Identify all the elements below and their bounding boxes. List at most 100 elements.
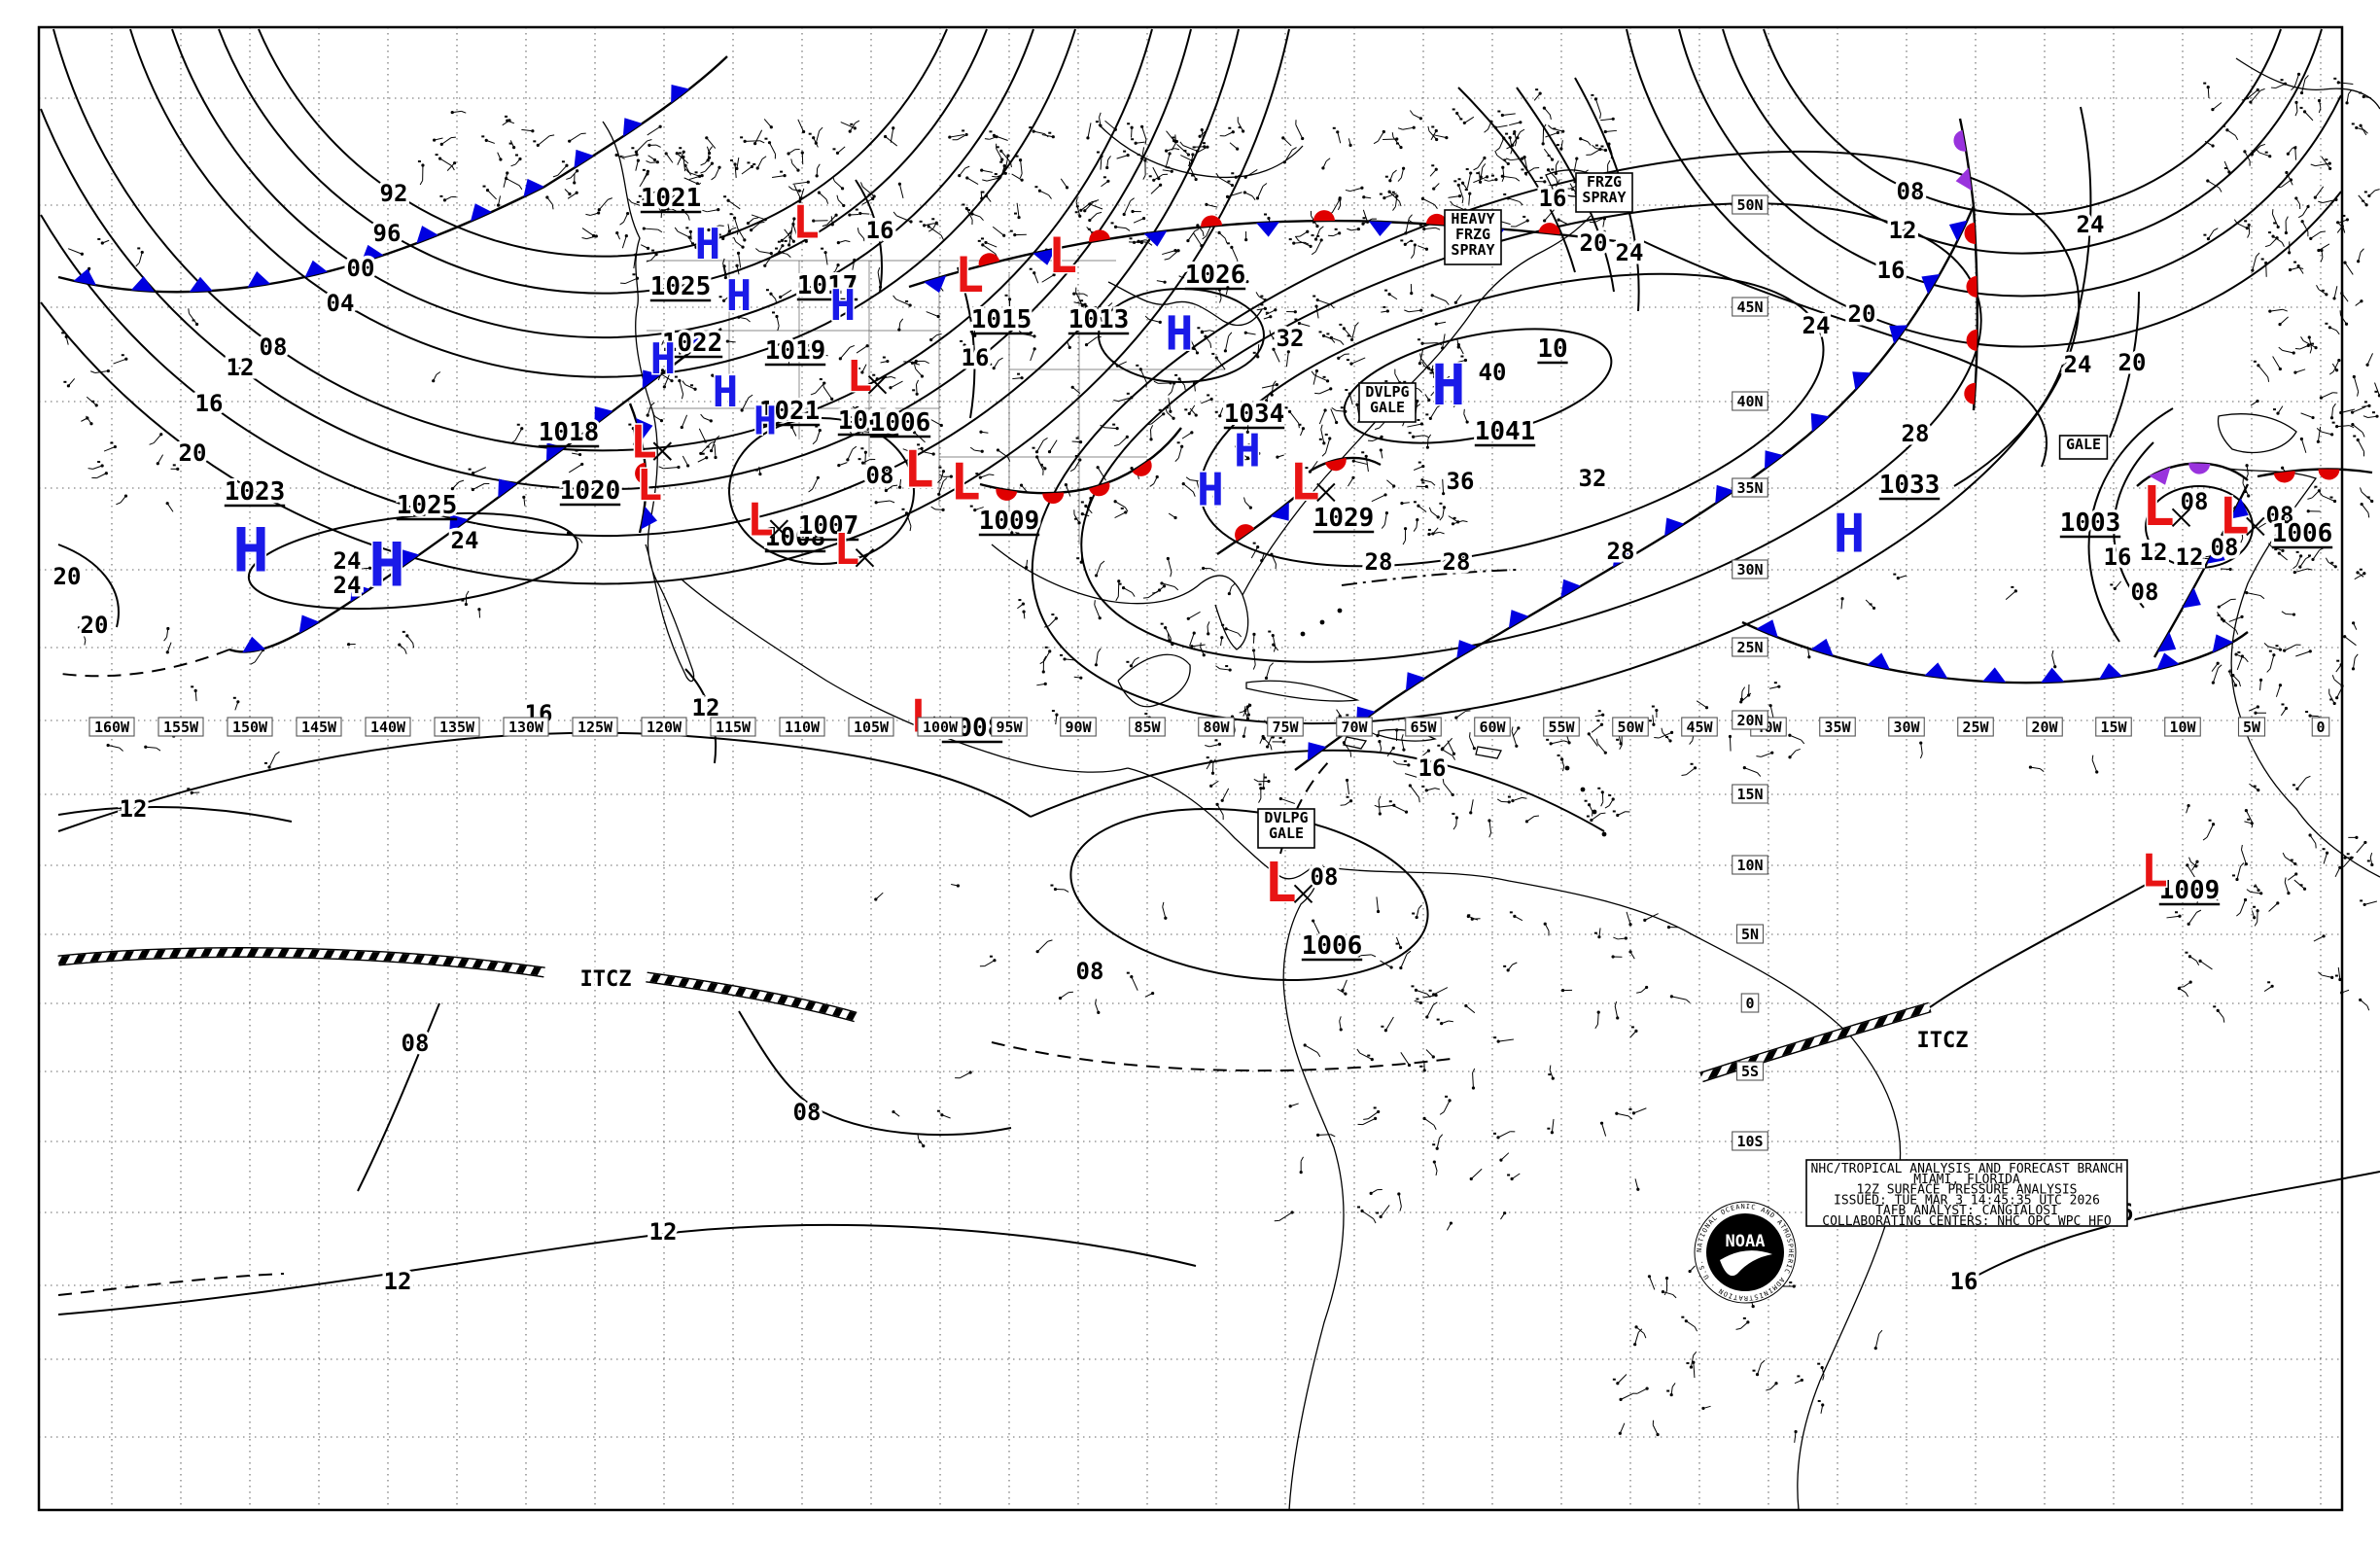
station-datum: [1493, 1133, 1496, 1135]
pressure-value-label: 1006: [870, 408, 931, 438]
isobar-value-label: 16: [962, 344, 990, 371]
coordinate-label: 25W: [1962, 719, 1989, 736]
station-datum: [695, 171, 698, 173]
station-datum: [1548, 155, 1551, 157]
station-datum: [981, 237, 984, 239]
station-datum: [778, 241, 781, 243]
station-datum: [919, 1141, 922, 1143]
station-datum: [1374, 1106, 1377, 1108]
station-datum: [901, 509, 904, 510]
station-datum: [1418, 462, 1421, 464]
station-datum: [1535, 88, 1538, 90]
station-datum: [2300, 884, 2303, 886]
station-datum: [1347, 359, 1349, 361]
pressure-value-label: 1025: [650, 272, 712, 301]
station-datum: [2273, 408, 2276, 410]
station-datum: [1548, 1073, 1551, 1075]
station-datum: [1497, 110, 1500, 112]
station-datum: [1032, 447, 1035, 449]
station-datum: [905, 300, 908, 302]
isobar-value-label: 20: [1848, 300, 1876, 328]
station-datum: [1335, 228, 1338, 230]
isobar-value-label: 16: [1539, 185, 1567, 212]
station-datum: [418, 160, 421, 162]
station-datum: [1111, 222, 1114, 224]
station-datum: [1818, 1400, 1821, 1402]
station-datum: [785, 240, 788, 242]
station-datum: [1493, 1036, 1496, 1038]
station-datum: [1432, 1143, 1435, 1145]
low-pressure-center: L: [2219, 488, 2249, 546]
island-dot: [1338, 609, 1343, 614]
station-datum: [2330, 562, 2333, 564]
station-datum: [1097, 152, 1100, 154]
station-datum: [1266, 312, 1269, 314]
station-datum: [1127, 972, 1130, 974]
station-datum: [1465, 189, 1468, 191]
pressure-value-label: 1009: [2159, 876, 2221, 905]
coordinate-label: 10W: [2169, 719, 2196, 736]
station-datum: [960, 340, 962, 342]
station-datum: [1665, 736, 1668, 738]
station-datum: [989, 130, 992, 132]
station-datum: [1384, 380, 1387, 382]
station-datum: [1417, 419, 1419, 421]
coordinate-label: 60W: [1479, 719, 1506, 736]
station-datum: [1557, 144, 1559, 146]
wind-barb: [1730, 737, 1731, 752]
station-datum: [1595, 145, 1598, 147]
station-datum: [1096, 121, 1099, 123]
station-datum: [1508, 796, 1511, 798]
isobar-value-label: 24: [1802, 312, 1831, 339]
station-datum: [122, 354, 124, 356]
station-datum: [1339, 324, 1342, 326]
station-datum: [967, 209, 970, 211]
station-datum: [1174, 374, 1177, 376]
high-pressure-center: H: [1234, 425, 1261, 477]
station-datum: [1503, 965, 1506, 967]
station-datum: [1259, 784, 1262, 786]
station-datum: [858, 458, 861, 460]
coordinate-label: 100W: [923, 719, 959, 736]
coordinate-label: 120W: [647, 719, 682, 736]
station-datum: [850, 123, 853, 125]
station-datum: [1197, 327, 1200, 329]
station-datum: [1774, 682, 1777, 684]
station-datum: [533, 140, 536, 142]
wind-barb-tick: [1470, 732, 1471, 737]
station-datum: [1088, 228, 1091, 230]
coordinate-label: 130W: [508, 719, 544, 736]
station-datum: [1191, 175, 1194, 177]
station-datum: [832, 148, 835, 150]
station-datum: [2247, 819, 2250, 821]
station-datum: [1312, 234, 1314, 236]
station-datum: [1416, 998, 1418, 1000]
station-datum: [1439, 503, 1442, 505]
wind-barb-tick: [1419, 797, 1420, 802]
station-datum: [1076, 557, 1079, 559]
station-datum: [483, 186, 486, 188]
pressure-value-label: 1003: [2060, 509, 2121, 538]
station-datum: [1414, 501, 1417, 503]
station-datum: [2254, 786, 2257, 788]
station-datum: [1458, 178, 1461, 180]
station-datum: [685, 227, 688, 228]
isobar-value-label: 16: [1418, 754, 1447, 782]
station-datum: [1074, 518, 1077, 520]
isobar-value-label: 08: [260, 333, 288, 361]
wind-barb: [1318, 1135, 1331, 1136]
station-datum: [690, 384, 693, 386]
station-datum: [920, 221, 923, 223]
wind-barb: [916, 384, 917, 394]
station-datum: [2273, 222, 2276, 224]
coordinate-label: 125W: [578, 719, 613, 736]
station-datum: [1522, 216, 1525, 218]
high-pressure-center: H: [695, 220, 721, 269]
coordinate-label: 15N: [1736, 786, 1763, 803]
station-datum: [2218, 614, 2221, 616]
wind-barb: [1132, 127, 1133, 137]
station-datum: [752, 163, 755, 165]
wind-barb-tick: [2092, 755, 2093, 760]
station-datum: [772, 311, 775, 313]
